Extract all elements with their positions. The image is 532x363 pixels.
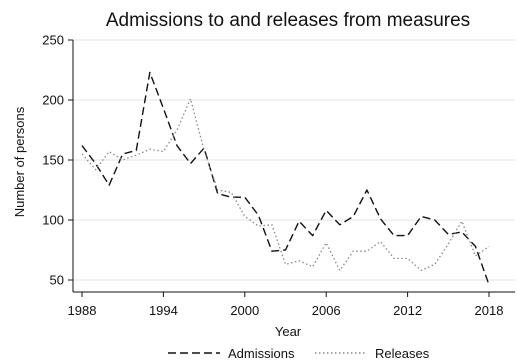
x-tick-label: 2018 <box>475 303 504 318</box>
y-axis-ticks: 50 100 150 200 250 <box>42 33 73 288</box>
y-tick-label: 200 <box>42 93 64 108</box>
y-axis-label: Number of persons <box>12 106 27 217</box>
x-tick-label: 1988 <box>68 303 97 318</box>
legend-admissions-label: Admissions <box>228 346 295 361</box>
legend: Admissions Releases <box>168 346 430 361</box>
x-tick-label: 1994 <box>149 303 178 318</box>
legend-releases-label: Releases <box>375 346 430 361</box>
series-line-releases <box>81 98 490 272</box>
grid-lines <box>73 39 515 281</box>
y-tick-label: 50 <box>50 273 64 288</box>
y-tick-label: 150 <box>42 153 64 168</box>
y-tick-label: 250 <box>42 33 64 48</box>
y-tick-label: 100 <box>42 213 64 228</box>
x-tick-label: 2012 <box>393 303 422 318</box>
x-axis-label: Year <box>275 324 302 339</box>
series-line-admissions <box>81 71 490 286</box>
series-lines <box>81 71 490 286</box>
x-axis-ticks: 1988 1994 2000 2006 2012 2018 <box>68 292 504 318</box>
chart-title: Admissions to and releases from measures <box>106 10 470 31</box>
x-tick-label: 2006 <box>312 303 341 318</box>
x-tick-label: 2000 <box>230 303 259 318</box>
